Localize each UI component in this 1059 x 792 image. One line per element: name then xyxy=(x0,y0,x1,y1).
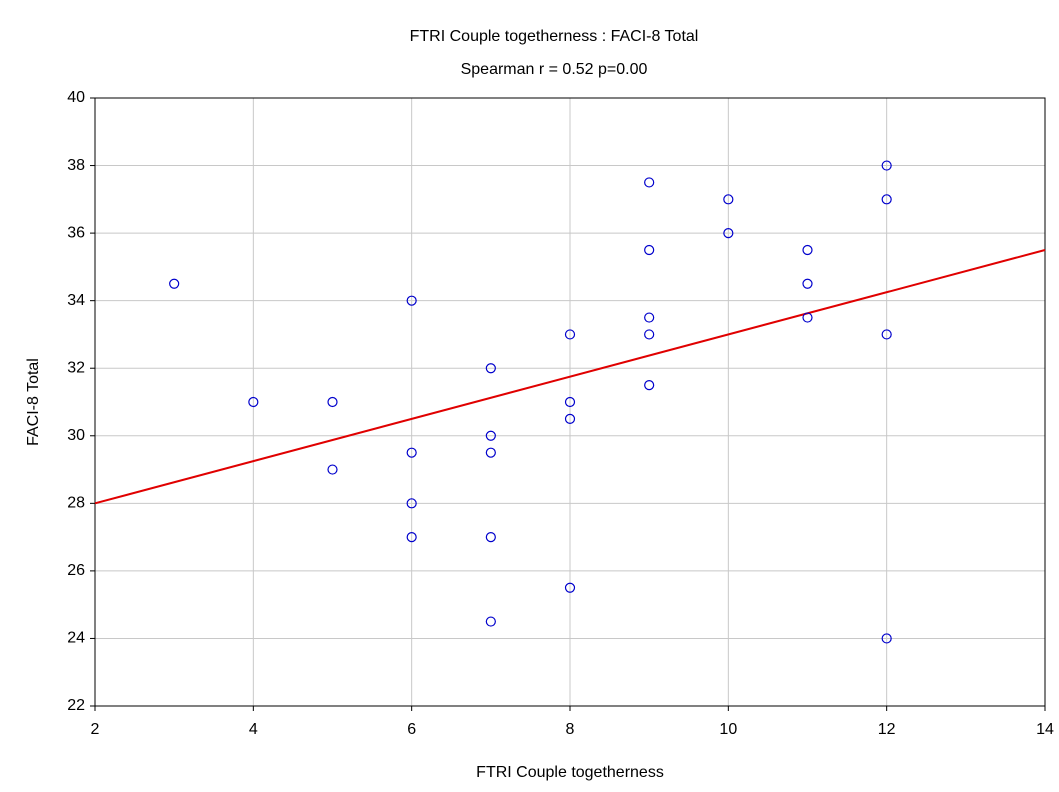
point xyxy=(564,582,576,593)
point xyxy=(644,329,655,340)
point xyxy=(327,396,338,408)
point xyxy=(564,413,576,424)
point xyxy=(248,396,259,408)
point xyxy=(327,464,338,475)
y-tick-label: 34 xyxy=(67,292,85,309)
y-tick-label: 22 xyxy=(67,697,85,714)
point xyxy=(802,244,813,256)
x-tick-label: 2 xyxy=(91,721,100,738)
point xyxy=(881,160,892,171)
y-tick-label: 30 xyxy=(67,427,85,444)
point xyxy=(485,616,496,627)
plot-frame xyxy=(94,97,1046,707)
point xyxy=(406,447,417,458)
point xyxy=(485,430,496,441)
y-tick-label: 36 xyxy=(67,224,85,241)
point xyxy=(644,177,655,188)
x-tick-label: 12 xyxy=(878,721,896,738)
x-axis-label: FTRI Couple togetherness xyxy=(476,764,664,781)
point xyxy=(169,278,180,289)
x-tick-label: 10 xyxy=(719,721,737,738)
y-tick-label: 32 xyxy=(67,359,85,376)
x-tick-label: 14 xyxy=(1036,721,1054,738)
point xyxy=(485,363,496,374)
point xyxy=(564,329,576,340)
y-axis-label: FACI-8 Total xyxy=(25,358,42,446)
y-tick-label: 40 xyxy=(67,89,85,106)
y-tick-label: 24 xyxy=(67,630,85,647)
point xyxy=(406,532,417,543)
point xyxy=(644,244,655,256)
x-tick-label: 4 xyxy=(249,721,258,738)
point xyxy=(406,295,417,306)
point xyxy=(881,633,892,644)
y-tick-label: 38 xyxy=(67,157,85,174)
point xyxy=(485,532,496,543)
point xyxy=(802,312,813,323)
point xyxy=(644,380,655,391)
x-tick-label: 6 xyxy=(407,721,416,738)
chart-title: FTRI Couple togetherness : FACI-8 Total xyxy=(410,28,699,45)
y-tick-label: 28 xyxy=(67,495,85,512)
point xyxy=(564,396,576,408)
point xyxy=(723,228,734,239)
point xyxy=(644,312,655,323)
y-tick-label: 26 xyxy=(67,562,85,579)
point xyxy=(406,498,417,509)
chart-subtitle: Spearman r = 0.52 p=0.00 xyxy=(461,61,648,78)
fit-line xyxy=(94,249,1046,505)
point xyxy=(881,194,892,205)
point xyxy=(723,194,734,205)
point xyxy=(485,447,496,458)
x-tick-label: 8 xyxy=(566,721,575,738)
point xyxy=(802,278,813,289)
point xyxy=(881,329,892,340)
